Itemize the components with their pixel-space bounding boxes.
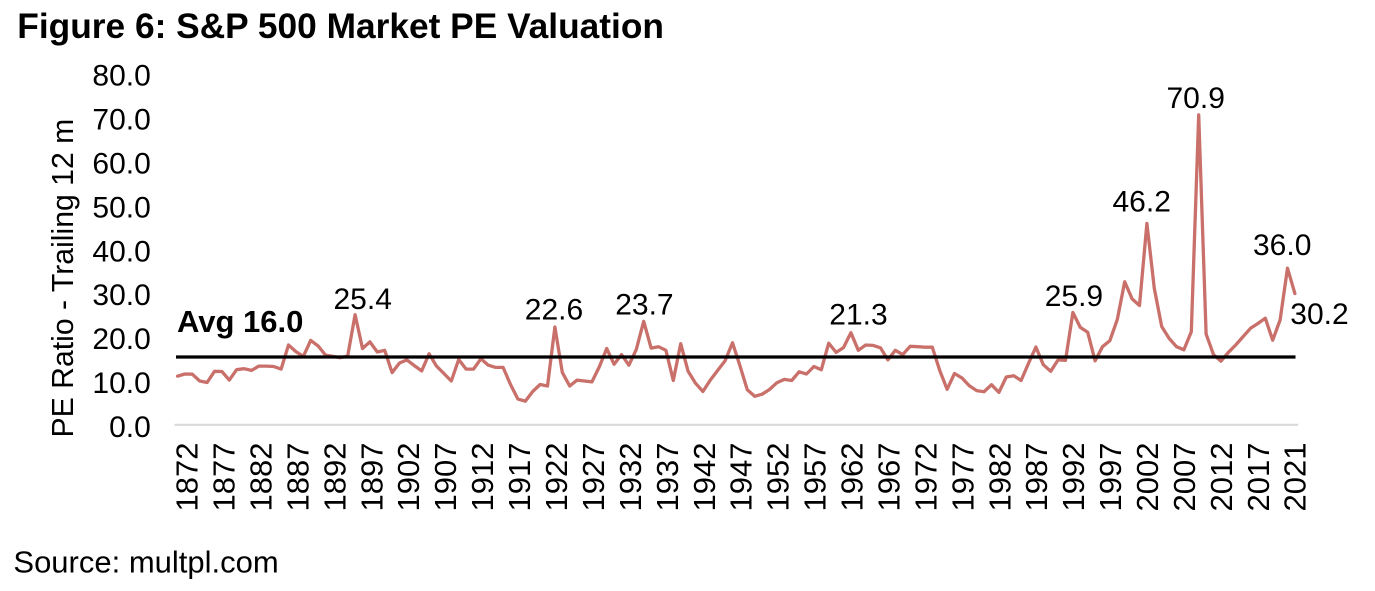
svg-text:1902: 1902 [391,443,426,512]
svg-text:1997: 1997 [1093,443,1128,512]
svg-text:1942: 1942 [687,443,722,512]
svg-text:1927: 1927 [576,443,611,512]
svg-text:1872: 1872 [170,443,205,512]
svg-text:1952: 1952 [761,443,796,512]
svg-text:25.9: 25.9 [1045,280,1103,313]
svg-text:2021: 2021 [1278,443,1313,512]
svg-text:10.0: 10.0 [92,367,150,400]
svg-text:36.0: 36.0 [1253,229,1311,262]
svg-text:1892: 1892 [317,443,352,512]
svg-text:1912: 1912 [465,443,500,512]
svg-text:1917: 1917 [502,443,537,512]
svg-text:20.0: 20.0 [92,323,150,356]
svg-text:1977: 1977 [945,443,980,512]
svg-text:1972: 1972 [908,443,943,512]
svg-text:30.2: 30.2 [1290,298,1348,331]
svg-text:Figure 6: S&P 500 Market PE Va: Figure 6: S&P 500 Market PE Valuation [17,7,664,46]
svg-text:1967: 1967 [872,443,907,512]
svg-text:70.9: 70.9 [1167,82,1225,115]
svg-text:2012: 2012 [1204,443,1239,512]
svg-text:2017: 2017 [1241,443,1276,512]
svg-text:1932: 1932 [613,443,648,512]
svg-text:70.0: 70.0 [92,104,150,137]
svg-text:1992: 1992 [1056,443,1091,512]
svg-text:60.0: 60.0 [92,148,150,181]
svg-text:1937: 1937 [650,443,685,512]
svg-text:Source: multpl.com: Source: multpl.com [13,545,278,580]
svg-text:1957: 1957 [798,443,833,512]
svg-text:1962: 1962 [835,443,870,512]
svg-text:2002: 2002 [1130,443,1165,512]
svg-text:21.3: 21.3 [829,299,887,332]
svg-text:1877: 1877 [207,443,242,512]
svg-text:0.0: 0.0 [109,411,151,444]
svg-text:2007: 2007 [1167,443,1202,512]
svg-text:1882: 1882 [244,443,279,512]
svg-text:1982: 1982 [982,443,1017,512]
svg-text:PE Ratio - Trailing 12 m: PE Ratio - Trailing 12 m [47,119,80,438]
svg-text:22.6: 22.6 [525,294,583,327]
svg-text:40.0: 40.0 [92,235,150,268]
svg-text:23.7: 23.7 [615,289,673,322]
svg-text:25.4: 25.4 [334,283,392,316]
svg-text:46.2: 46.2 [1113,186,1171,219]
svg-text:1922: 1922 [539,443,574,512]
svg-text:1887: 1887 [280,443,315,512]
svg-text:1897: 1897 [354,443,389,512]
svg-text:1907: 1907 [428,443,463,512]
svg-text:80.0: 80.0 [92,60,150,93]
svg-text:30.0: 30.0 [92,279,150,312]
svg-text:Avg 16.0: Avg 16.0 [177,304,303,339]
svg-text:50.0: 50.0 [92,191,150,224]
svg-text:1947: 1947 [724,443,759,512]
svg-text:1987: 1987 [1019,443,1054,512]
